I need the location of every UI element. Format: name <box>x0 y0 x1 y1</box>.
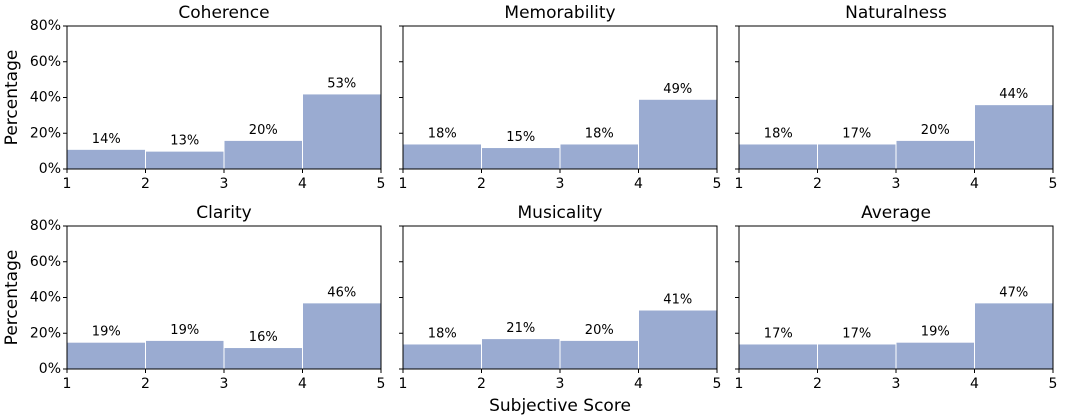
x-tick-label: 3 <box>220 176 229 192</box>
annotation: 41% <box>663 293 692 308</box>
x-tick-label: 4 <box>634 176 643 192</box>
annotation: 47% <box>999 285 1028 300</box>
subplot-title: Clarity <box>196 203 251 223</box>
annotation: 18% <box>428 126 457 141</box>
y-tick-label: 0% <box>39 161 61 177</box>
y-tick-label: 40% <box>30 90 61 106</box>
y-tick-label: 20% <box>30 125 61 141</box>
bar <box>895 139 975 170</box>
x-tick-label: 2 <box>477 176 486 192</box>
x-tick-label: 4 <box>970 376 979 392</box>
x-tick-label: 4 <box>298 376 307 392</box>
y-tick-label: 80% <box>30 18 61 34</box>
bar <box>974 104 1054 170</box>
bar <box>66 148 146 170</box>
bar <box>481 338 561 370</box>
bar <box>66 341 146 370</box>
x-tick-label: 2 <box>813 176 822 192</box>
subplot-title: Coherence <box>178 3 269 23</box>
y-tick-label: 40% <box>30 290 61 306</box>
annotation: 46% <box>327 285 356 300</box>
x-tick-label: 3 <box>892 176 901 192</box>
x-tick-label: 2 <box>477 376 486 392</box>
x-tick-label: 3 <box>892 376 901 392</box>
x-tick-label: 5 <box>713 376 722 392</box>
annotation: 18% <box>428 326 457 341</box>
bar <box>974 302 1054 370</box>
bar <box>817 143 897 170</box>
y-tick-label: 80% <box>30 218 61 234</box>
annotation: 53% <box>327 76 356 91</box>
y-tick-label: 60% <box>30 54 61 70</box>
subplot-title: Naturalness <box>845 3 947 23</box>
x-axis-label: Subjective Score <box>489 396 631 416</box>
annotation: 21% <box>506 321 535 336</box>
x-tick-label: 5 <box>713 176 722 192</box>
x-tick-label: 3 <box>556 176 565 192</box>
x-tick-label: 1 <box>399 376 408 392</box>
bar <box>145 339 225 370</box>
subplot-title: Average <box>861 203 931 223</box>
bar <box>738 343 818 370</box>
bar <box>638 309 718 370</box>
annotation: 20% <box>249 123 278 138</box>
bar <box>145 150 225 170</box>
annotation: 19% <box>92 325 121 340</box>
x-tick-label: 2 <box>141 376 150 392</box>
x-tick-label: 5 <box>1049 176 1058 192</box>
x-tick-label: 1 <box>735 376 744 392</box>
annotation: 18% <box>585 126 614 141</box>
bar <box>223 139 303 170</box>
x-tick-label: 2 <box>813 376 822 392</box>
x-tick-label: 4 <box>970 176 979 192</box>
x-tick-label: 5 <box>377 376 386 392</box>
annotation: 17% <box>764 326 793 341</box>
annotation: 17% <box>842 126 871 141</box>
y-axis-label: Percentage <box>2 50 22 146</box>
bar <box>559 143 639 170</box>
bar <box>223 347 303 370</box>
y-tick-label: 0% <box>39 361 61 377</box>
annotation: 16% <box>249 330 278 345</box>
annotation: 15% <box>506 130 535 145</box>
bar <box>302 302 382 370</box>
annotation: 17% <box>842 326 871 341</box>
x-tick-label: 4 <box>634 376 643 392</box>
x-tick-label: 1 <box>63 376 72 392</box>
x-tick-label: 1 <box>63 176 72 192</box>
x-tick-label: 5 <box>1049 376 1058 392</box>
bar <box>402 143 482 170</box>
subplot-title: Memorability <box>504 3 615 23</box>
annotation: 14% <box>92 132 121 147</box>
y-tick-label: 60% <box>30 254 61 270</box>
bar <box>738 143 818 170</box>
subplot-title: Musicality <box>518 203 603 223</box>
annotation: 18% <box>764 126 793 141</box>
annotation: 19% <box>170 323 199 338</box>
bar <box>481 147 561 170</box>
x-tick-label: 3 <box>220 376 229 392</box>
bar <box>817 343 897 370</box>
bar <box>402 343 482 370</box>
y-tick-label: 20% <box>30 325 61 341</box>
x-tick-label: 1 <box>399 176 408 192</box>
x-tick-label: 1 <box>735 176 744 192</box>
annotation: 20% <box>921 123 950 138</box>
bar <box>895 341 975 370</box>
annotation: 19% <box>921 325 950 340</box>
x-tick-label: 2 <box>141 176 150 192</box>
annotation: 13% <box>170 134 199 149</box>
annotation: 49% <box>663 82 692 97</box>
y-axis-label: Percentage <box>2 250 22 346</box>
annotation: 20% <box>585 323 614 338</box>
annotation: 44% <box>999 87 1028 102</box>
bar <box>638 98 718 170</box>
x-tick-label: 3 <box>556 376 565 392</box>
bar <box>559 339 639 370</box>
bar <box>302 93 382 170</box>
x-tick-label: 5 <box>377 176 386 192</box>
x-tick-label: 4 <box>298 176 307 192</box>
